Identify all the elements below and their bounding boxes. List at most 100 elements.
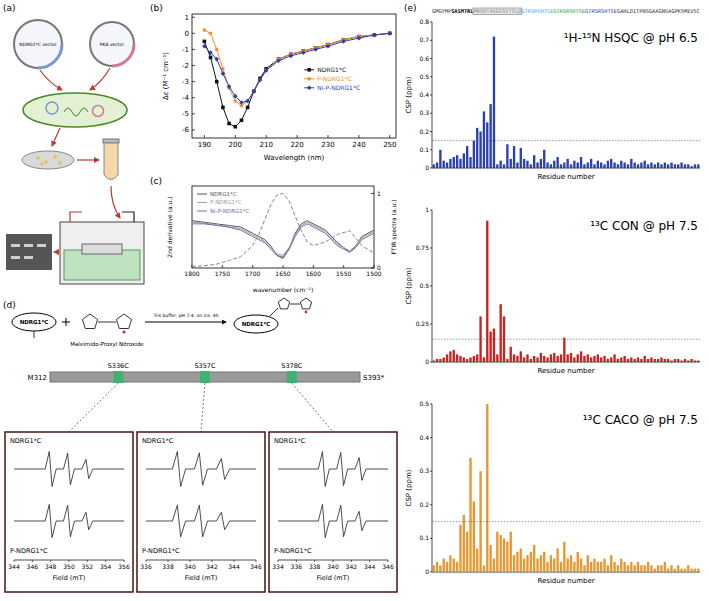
bar (489, 545, 491, 572)
bar (483, 565, 485, 572)
bar (533, 545, 535, 572)
spectrum (278, 452, 388, 487)
bar (587, 354, 589, 362)
x-tick (587, 168, 588, 170)
x-tick (564, 572, 565, 574)
x-tick (678, 362, 679, 364)
bar (603, 164, 605, 168)
linker (290, 304, 300, 305)
y-tick (430, 58, 432, 59)
x-tick (517, 168, 518, 170)
x-tick (641, 362, 642, 364)
chart-title: ¹H-¹⁵N HSQC @ pH 6.5 (564, 31, 698, 45)
marker (245, 99, 250, 104)
marker (372, 33, 377, 38)
y-tick-label: 0.4 (419, 434, 429, 441)
bar (667, 569, 669, 572)
x-tick (581, 572, 582, 574)
spectrum-label: P-NDRG1*C (142, 547, 180, 555)
x-tick (581, 362, 582, 364)
x-tick (691, 572, 692, 574)
bar (654, 569, 656, 572)
x-tick (437, 572, 438, 574)
bar (687, 360, 689, 362)
colony (53, 155, 57, 159)
x-tick (124, 560, 125, 562)
marker (209, 32, 213, 36)
marker (326, 44, 331, 49)
colony (58, 161, 62, 165)
y-tick-label: 0 (425, 164, 429, 171)
series-line (192, 221, 374, 259)
bar (657, 163, 659, 168)
bar (623, 356, 625, 362)
x-tick (614, 168, 615, 170)
x-tick (550, 362, 551, 364)
bar (439, 565, 441, 572)
bar (516, 552, 518, 572)
bar (533, 356, 535, 362)
sequence-segment: GTRSRSHTSE (553, 8, 585, 14)
x-tick (668, 168, 669, 170)
x-tick (641, 572, 642, 574)
marker (203, 40, 207, 44)
x-tick (527, 572, 528, 574)
gel-band (24, 256, 33, 259)
bar (556, 356, 558, 362)
x-tick (624, 572, 625, 574)
x-tick (654, 572, 655, 574)
arrow (145, 322, 226, 323)
x-tick (500, 362, 501, 364)
x-tick (351, 560, 352, 562)
conditions-label: Tris buffer, pH 7.4, on ice, 4h (152, 313, 218, 318)
x-tick (333, 560, 334, 562)
x-tick (358, 135, 359, 138)
bar (670, 163, 672, 168)
x-tick (688, 362, 689, 364)
y-tick (430, 149, 432, 150)
marker (307, 86, 312, 91)
bar (583, 356, 585, 362)
bar (459, 525, 461, 572)
ring (82, 314, 97, 329)
legend-swatch (197, 202, 207, 203)
x-tick-label: 342 (206, 563, 218, 570)
bars (432, 37, 700, 168)
y-tick-label: 0.8 (419, 18, 429, 25)
electrode-wire (122, 212, 134, 222)
bar (657, 359, 659, 362)
x-tick (467, 168, 468, 170)
x-tick (611, 572, 612, 574)
construct: M312S393*S336CS357CS378C (28, 362, 385, 432)
x-tick (105, 560, 106, 562)
y-tick (430, 76, 432, 77)
y-axis-title: CSP (ppm) (405, 267, 413, 304)
bar (684, 359, 686, 362)
bar (453, 559, 455, 572)
bar (623, 163, 625, 168)
x-tick (544, 362, 545, 364)
marker (208, 50, 213, 55)
x-tick (627, 168, 628, 170)
bar (473, 501, 475, 572)
nitroxide (305, 311, 308, 314)
x-tick (473, 168, 474, 170)
x-tick (283, 265, 284, 268)
x-tick-label: 348 (45, 563, 57, 570)
bar (436, 359, 438, 362)
x-tick (540, 362, 541, 364)
x-tick (530, 362, 531, 364)
marker (239, 100, 244, 105)
electrophoresis-box (60, 222, 144, 284)
x-tick (540, 168, 541, 170)
sequence-segment: SASMTRL (451, 8, 473, 14)
bar (677, 359, 679, 362)
construct-end: S393* (363, 374, 385, 382)
x-tick-label: 344 (8, 563, 20, 570)
bar (449, 351, 451, 362)
bar (563, 542, 565, 572)
bar (553, 353, 555, 362)
x-tick (638, 572, 639, 574)
bar (654, 164, 656, 168)
bar (610, 159, 612, 168)
